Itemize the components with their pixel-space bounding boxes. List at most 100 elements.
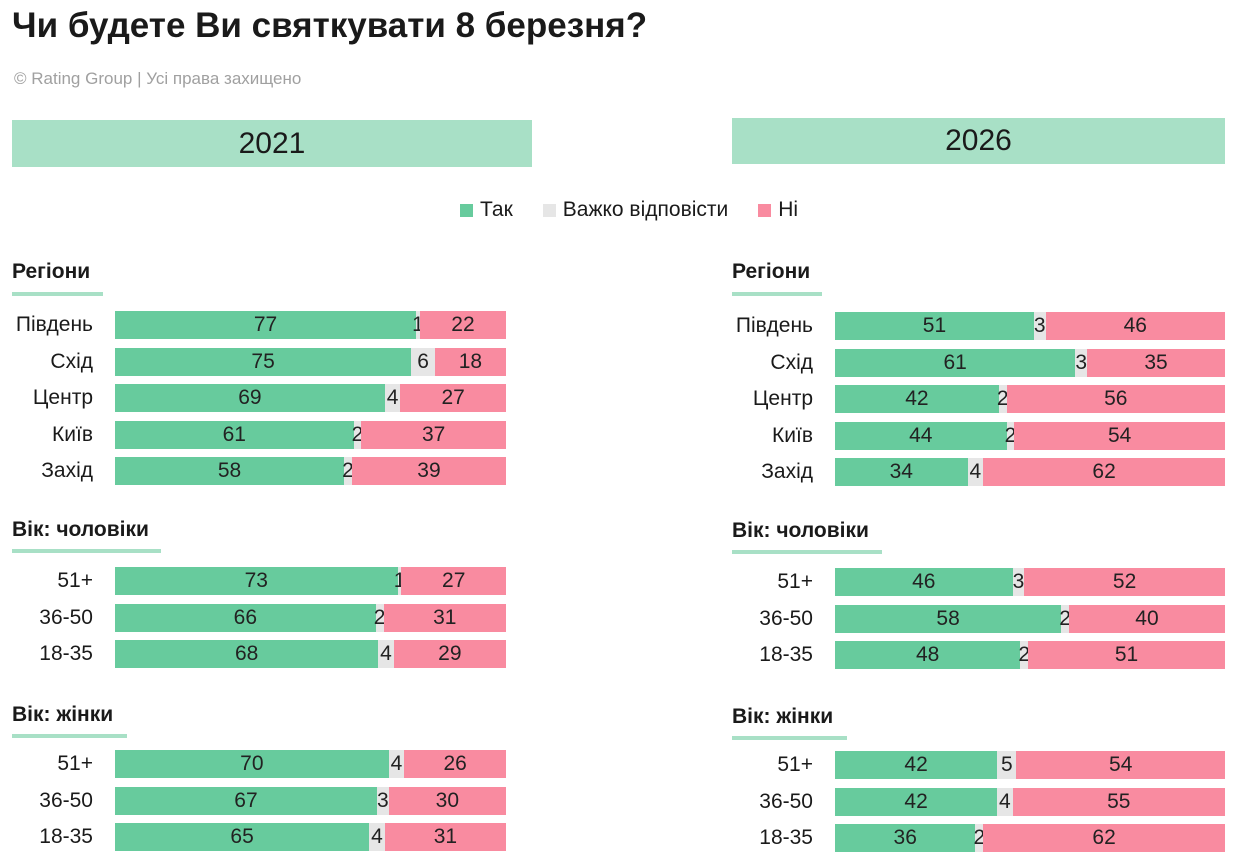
row-label: Центр [752, 387, 813, 411]
legend-item-yes: Так [460, 197, 513, 223]
row-label: Захід [761, 460, 813, 484]
group-underline [732, 550, 882, 554]
stacked-bar: 42 5 54 [835, 751, 1225, 779]
group-title: Вік: чоловіки [12, 518, 149, 541]
bar-segment-yes: 69 [115, 384, 385, 413]
bar-segment-hard: 2 [1059, 604, 1071, 633]
group-underline [12, 734, 127, 738]
bar-segment-yes: 58 [115, 457, 345, 486]
stacked-bar: 36 2 62 [835, 824, 1225, 853]
bar-segment-no: 52 [1024, 568, 1225, 596]
bar-segment-no: 55 [1012, 787, 1225, 816]
stacked-bar: 77 1 22 [115, 311, 506, 339]
row-label: Схід [770, 350, 813, 374]
bar-segment-yes: 61 [835, 348, 1076, 377]
bar-segment-yes: 48 [835, 641, 1021, 670]
bar-segment-hard: 4 [378, 640, 394, 669]
stacked-bar: 68 4 29 [115, 640, 506, 669]
legend-swatch-yes [460, 203, 473, 217]
bar-segment-yes: 67 [115, 786, 377, 815]
bar-segment-no: 27 [401, 567, 506, 595]
row-label: 36-50 [759, 789, 813, 813]
bar-segment-no: 54 [1014, 421, 1225, 450]
bar-segment-no: 35 [1087, 348, 1225, 377]
bar-segment-no: 37 [361, 420, 506, 449]
bar-segment-yes: 44 [835, 421, 1007, 450]
row-label: Схід [50, 349, 93, 373]
row-label: 51+ [777, 570, 813, 593]
bar-segment-yes: 42 [835, 751, 998, 779]
stacked-bar: 42 4 55 [835, 787, 1225, 816]
stacked-bar: 58 2 39 [115, 457, 506, 486]
group-title: Вік: чоловіки [732, 519, 869, 542]
bar-segment-yes: 66 [115, 603, 376, 632]
panel-2026: Регіони Південь 51 3 46 Схід 61 3 35 Центр 42 2 56 Ки… [720, 0, 1233, 862]
bar-segment-yes: 77 [115, 311, 417, 339]
row-label: Центр [32, 386, 93, 410]
bar-segment-no: 54 [1016, 751, 1225, 779]
bar-segment-hard: 4 [369, 823, 385, 852]
year-banner-2026: 2026 [732, 118, 1225, 164]
bar-segment-hard: 5 [997, 751, 1017, 779]
bar-segment-no: 31 [384, 823, 506, 852]
bar-segment-hard: 2 [342, 457, 354, 486]
bar-segment-no: 51 [1028, 641, 1225, 670]
bar-segment-no: 30 [388, 786, 506, 815]
stacked-bar: 48 2 51 [835, 641, 1225, 670]
bar-segment-no: 56 [1006, 385, 1225, 414]
stacked-bar: 75 6 18 [115, 347, 506, 376]
bar-segment-no: 62 [983, 458, 1225, 487]
bar-segment-yes: 58 [835, 604, 1062, 633]
bar-segment-no: 39 [351, 457, 506, 486]
bar-segment-hard: 1 [394, 567, 405, 595]
year-banner-2021: 2021 [12, 120, 532, 167]
group-title: Регіони [12, 260, 91, 283]
row-label: Південь [15, 313, 93, 336]
bar-segment-hard: 2 [374, 603, 385, 632]
bar-segment-hard: 3 [1033, 312, 1046, 340]
bar-segment-hard: 3 [1075, 348, 1088, 377]
stacked-bar: 67 3 30 [115, 786, 506, 815]
row-label: Південь [735, 314, 813, 337]
bar-segment-yes: 34 [835, 458, 968, 487]
bar-segment-hard: 2 [997, 385, 1009, 414]
bar-segment-hard: 2 [973, 824, 985, 853]
group-title: Вік: жінки [732, 705, 834, 728]
bar-segment-no: 46 [1045, 312, 1225, 340]
row-label: 51+ [57, 569, 93, 592]
panel-2021: Регіони Південь 77 1 22 Схід 75 6 18 Центр 69 4 27 Ки… [12, 260, 506, 852]
legend-item-hard: Важко відповісти [542, 197, 728, 223]
row-label: 18-35 [759, 826, 813, 850]
legend-swatch-hard [542, 203, 556, 217]
bar-segment-hard: 6 [411, 347, 435, 376]
bar-segment-yes: 42 [835, 787, 998, 816]
legend-swatch-no [758, 203, 772, 217]
bar-segment-hard: 4 [997, 787, 1013, 816]
bar-segment-no: 18 [434, 347, 506, 376]
bar-segment-no: 27 [400, 384, 506, 413]
row-label: 18-35 [39, 825, 93, 849]
bar-segment-no: 26 [404, 750, 506, 778]
bar-segment-hard: 4 [967, 458, 984, 487]
bar-segment-hard: 2 [352, 420, 363, 449]
bar-segment-yes: 36 [835, 824, 976, 853]
legend-label-no: Ні [778, 198, 799, 221]
group-underline [732, 736, 847, 740]
group-title: Регіони [732, 260, 811, 283]
row-label: 51+ [777, 753, 813, 776]
bar-segment-no: 62 [983, 824, 1225, 853]
bar-segment-yes: 65 [115, 823, 370, 852]
row-label: Захід [41, 459, 93, 483]
bar-segment-yes: 68 [115, 640, 379, 669]
bar-segment-hard: 1 [412, 311, 424, 339]
bar-segment-hard: 4 [388, 750, 405, 778]
stacked-bar: 61 2 37 [115, 420, 506, 449]
legend-item-no: Ні [758, 197, 798, 223]
stacked-bar: 58 2 40 [835, 604, 1225, 633]
group-title: Вік: жінки [12, 703, 114, 726]
bar-segment-hard: 2 [1018, 641, 1030, 670]
bar-segment-no: 31 [383, 603, 506, 632]
stacked-bar: 61 3 35 [835, 348, 1225, 377]
bar-segment-hard: 2 [1005, 421, 1016, 450]
group-underline [732, 292, 822, 296]
